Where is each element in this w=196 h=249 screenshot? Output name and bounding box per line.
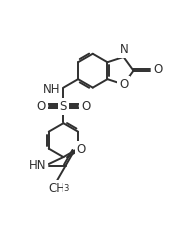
Text: CH: CH	[49, 182, 66, 195]
Text: NH: NH	[43, 83, 60, 96]
Text: O: O	[76, 143, 86, 156]
Text: O: O	[36, 100, 46, 113]
Text: N: N	[120, 43, 128, 56]
Text: O: O	[153, 63, 163, 76]
Text: HN: HN	[29, 159, 46, 172]
Text: O: O	[119, 78, 128, 91]
Text: 3: 3	[63, 184, 69, 193]
Text: S: S	[60, 100, 67, 113]
Text: O: O	[81, 100, 90, 113]
Text: H: H	[120, 41, 128, 54]
